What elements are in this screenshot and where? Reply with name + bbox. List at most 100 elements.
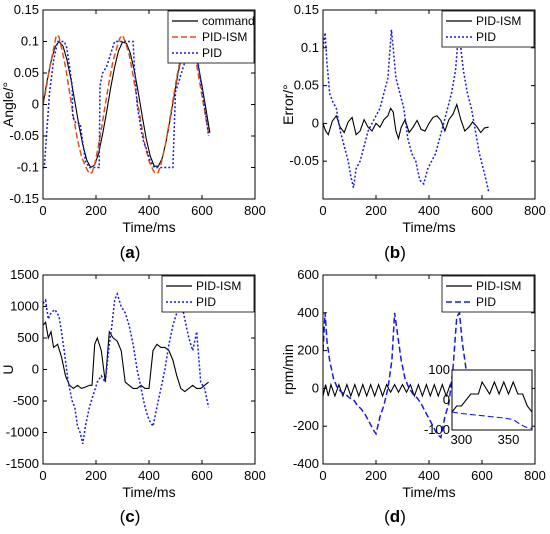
series-line-pid-ism — [323, 102, 489, 141]
y-tick-label: 200 — [297, 343, 319, 358]
y-tick-label: -0.05 — [9, 128, 39, 143]
y-tick-label: 0 — [32, 362, 39, 377]
y-tick-label: 0.1 — [21, 34, 39, 49]
y-tick-label: -200 — [293, 418, 319, 433]
caption-letter: c — [125, 507, 134, 526]
caption-close: ) — [135, 507, 141, 526]
panel-caption: (c) — [120, 507, 141, 526]
y-tick-label: 1000 — [10, 299, 39, 314]
x-tick-label: 200 — [85, 468, 107, 483]
caption-close: ) — [400, 507, 406, 526]
inset-x-tick-label: 350 — [498, 432, 520, 447]
series-group — [323, 29, 490, 192]
legend-label: PID — [196, 295, 216, 309]
inset-series-line-pid-ism — [452, 380, 532, 413]
inset: 300 350 -100 0 100 — [424, 362, 533, 447]
x-tick-label: 200 — [365, 468, 387, 483]
y-tick-label: 0 — [312, 380, 319, 395]
x-tick-label: 600 — [191, 203, 213, 218]
x-tick-label: 400 — [418, 468, 440, 483]
series-line-pid-ism — [43, 321, 209, 393]
y-tick-label: 0 — [32, 97, 39, 112]
panel-b: 0 200 400 600 800 -0.05 0 0.05 0.1 0.15 Time/ms Err… — [280, 2, 546, 262]
y-tick-label: 0 — [312, 115, 319, 130]
x-tick-label: 0 — [319, 203, 326, 218]
y-tick-label: 1500 — [10, 267, 39, 282]
legend-label: PID — [476, 30, 496, 44]
x-axis-label: Time/ms — [122, 219, 175, 235]
caption-close: ) — [400, 243, 406, 262]
x-tick-label: 800 — [244, 203, 266, 218]
panel-d: 0 200 400 600 800 -400 -200 0 200 400 600 Time/ms rp… — [280, 267, 546, 526]
panel-caption: (a) — [120, 243, 141, 262]
panel-a: 0 200 400 600 800 -0.15 -0.1 -0.05 0 0.05 0.1 0.15 T… — [0, 2, 266, 262]
inset-y-tick-label: 0 — [443, 392, 450, 407]
legend-box — [161, 275, 255, 313]
y-tick-label: 500 — [17, 330, 39, 345]
caption-letter: b — [390, 243, 400, 262]
y-tick-label: -1500 — [6, 456, 39, 471]
inset-frame — [451, 369, 533, 431]
legend: PID-ISM PID — [161, 275, 255, 313]
y-tick-label: 0.05 — [14, 65, 39, 80]
y-axis-label: rpm/min — [280, 344, 296, 395]
inset-series-line-pid — [452, 411, 532, 430]
x-tick-label: 600 — [191, 468, 213, 483]
y-tick-label: -400 — [293, 456, 319, 471]
legend-label: PID-ISM — [476, 279, 521, 293]
y-tick-label: -0.15 — [9, 191, 39, 206]
caption-open: ( — [120, 243, 126, 262]
panel-c: 0 200 400 600 800 -1500 -1000 -500 0 500 1000 1500 T… — [0, 267, 266, 526]
panel-caption: (d) — [384, 507, 406, 526]
inset-x-tick-label: 300 — [451, 432, 473, 447]
y-tick-label: -0.05 — [289, 153, 319, 168]
legend-label: PID — [476, 295, 496, 309]
caption-letter: a — [125, 243, 135, 262]
y-axis-label: U — [0, 364, 16, 374]
legend: PID-ISM PID — [441, 10, 535, 48]
x-tick-label: 800 — [244, 468, 266, 483]
x-tick-label: 800 — [524, 468, 546, 483]
caption-close: ) — [135, 243, 141, 262]
caption-open: ( — [120, 507, 126, 526]
caption-letter: d — [390, 507, 400, 526]
y-tick-label: 0.15 — [294, 2, 319, 17]
x-tick-label: 800 — [524, 203, 546, 218]
y-tick-label: 600 — [297, 267, 319, 282]
y-tick-label: -500 — [13, 393, 39, 408]
y-axis-label: Angle/° — [0, 82, 16, 127]
y-tick-label: 400 — [297, 305, 319, 320]
x-tick-label: 400 — [138, 203, 160, 218]
x-tick-label: 200 — [85, 203, 107, 218]
y-tick-label: -1000 — [6, 425, 39, 440]
x-tick-label: 600 — [471, 203, 493, 218]
x-tick-label: 200 — [365, 203, 387, 218]
legend-label: PID-ISM — [196, 279, 241, 293]
series-line-pid — [43, 291, 210, 444]
inset-series — [452, 380, 532, 430]
legend-label: PID-ISM — [202, 30, 247, 44]
inset-y-tick-label: -100 — [424, 422, 450, 437]
x-tick-label: 0 — [319, 468, 326, 483]
legend: PID-ISM PID — [441, 275, 535, 313]
legend-label: PID — [202, 46, 222, 60]
x-tick-label: 0 — [39, 203, 46, 218]
series-group — [43, 291, 210, 444]
x-tick-label: 0 — [39, 468, 46, 483]
y-axis-label: Error/° — [280, 84, 296, 125]
series-line-pid — [323, 29, 490, 192]
series-line-pid — [323, 310, 491, 439]
x-axis-label: Time/ms — [122, 484, 175, 500]
x-axis-label: Time/ms — [402, 219, 455, 235]
x-tick-label: 400 — [418, 203, 440, 218]
y-tick-label: -0.1 — [17, 160, 39, 175]
caption-open: ( — [384, 243, 390, 262]
y-tick-label: 0.15 — [14, 2, 39, 17]
legend: command PID-ISM PID — [167, 10, 255, 64]
caption-open: ( — [384, 507, 390, 526]
legend-label: PID-ISM — [476, 14, 521, 28]
y-tick-label: 0.05 — [294, 78, 319, 93]
legend-box — [441, 275, 535, 313]
x-tick-label: 600 — [471, 468, 493, 483]
